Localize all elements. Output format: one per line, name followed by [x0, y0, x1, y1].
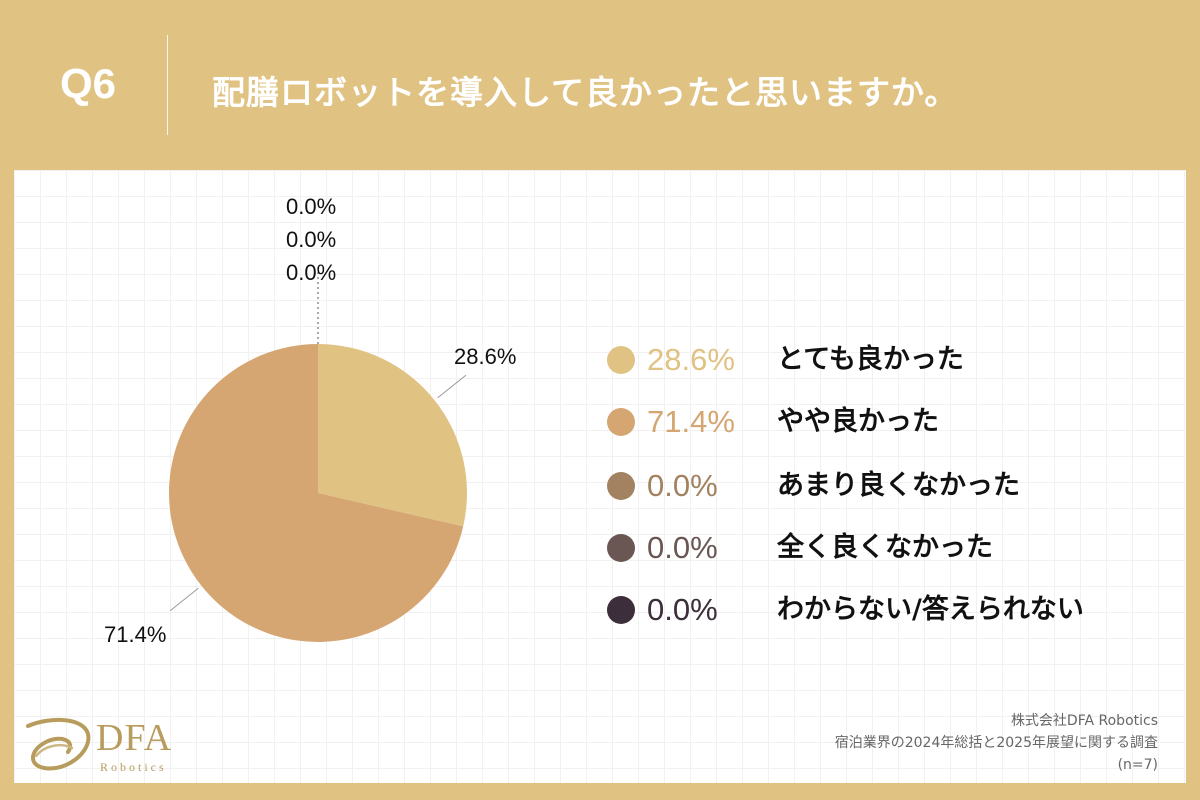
header-divider	[167, 35, 168, 135]
footer-sample: (n=7)	[1117, 757, 1158, 773]
legend-value: 0.0%	[647, 530, 718, 565]
legend-label: わからない/答えられない	[777, 594, 1084, 625]
question-number: Q6	[60, 60, 117, 107]
legend-label: とても良かった	[777, 344, 964, 375]
pie-label-全く良くなかった: 0.0%	[286, 227, 337, 252]
legend-value: 0.0%	[647, 592, 718, 627]
legend-item-あまり良くなかった: 0.0% あまり良くなかった	[607, 466, 1167, 506]
logo-subtext: Robotics	[100, 760, 167, 774]
header-bar: Q6 配膳ロボットを導入して良かったと思いますか。	[0, 0, 1200, 170]
leader-line-0	[437, 374, 467, 399]
pie-label-とても良かった: 28.6%	[454, 344, 517, 369]
legend-value: 28.6%	[647, 342, 735, 377]
legend-dot	[607, 596, 635, 624]
footer-company: 株式会社DFA Robotics	[1010, 713, 1158, 729]
legend-value: 71.4%	[647, 404, 735, 439]
question-title: 配膳ロボットを導入して良かったと思いますか。	[212, 73, 959, 112]
legend-label: あまり良くなかった	[777, 470, 1020, 501]
legend-label: やや良かった	[777, 406, 939, 437]
company-logo: DFA Robotics	[22, 712, 192, 782]
pie-label-やや良かった: 71.4%	[104, 622, 167, 647]
legend-dot	[607, 534, 635, 562]
legend-item-全く良くなかった: 0.0% 全く良くなかった	[607, 528, 1167, 568]
logo-text: DFA	[96, 717, 173, 759]
legend-value: 0.0%	[647, 468, 718, 503]
legend-dot	[607, 346, 635, 374]
legend-label: 全く良くなかった	[777, 532, 993, 563]
footer-survey: 宿泊業界の2024年総括と2025年展望に関する調査	[834, 735, 1158, 751]
legend-dot	[607, 472, 635, 500]
legend-dot	[607, 408, 635, 436]
pie-slice-0	[318, 344, 468, 527]
leader-line-1	[169, 587, 199, 612]
pie-chart	[168, 265, 468, 642]
legend-item-わからない: 0.0% わからない/答えられない	[607, 590, 1167, 630]
footer-note: 株式会社DFA Robotics 宿泊業界の2024年総括と2025年展望に関す…	[835, 710, 1158, 776]
pie-label-あまり良くなかった: 0.0%	[286, 194, 337, 219]
logo-swirl-icon	[26, 717, 91, 771]
pie-label-わからない: 0.0%	[286, 260, 337, 285]
pie-slice-1	[168, 344, 464, 642]
chart-card: 0.0% 0.0% 0.0% 28.6% 71.4%	[14, 170, 1186, 783]
legend-item-やや良かった: 71.4% やや良かった	[607, 402, 1167, 442]
legend-item-とても良かった: 28.6% とても良かった	[607, 340, 1167, 380]
